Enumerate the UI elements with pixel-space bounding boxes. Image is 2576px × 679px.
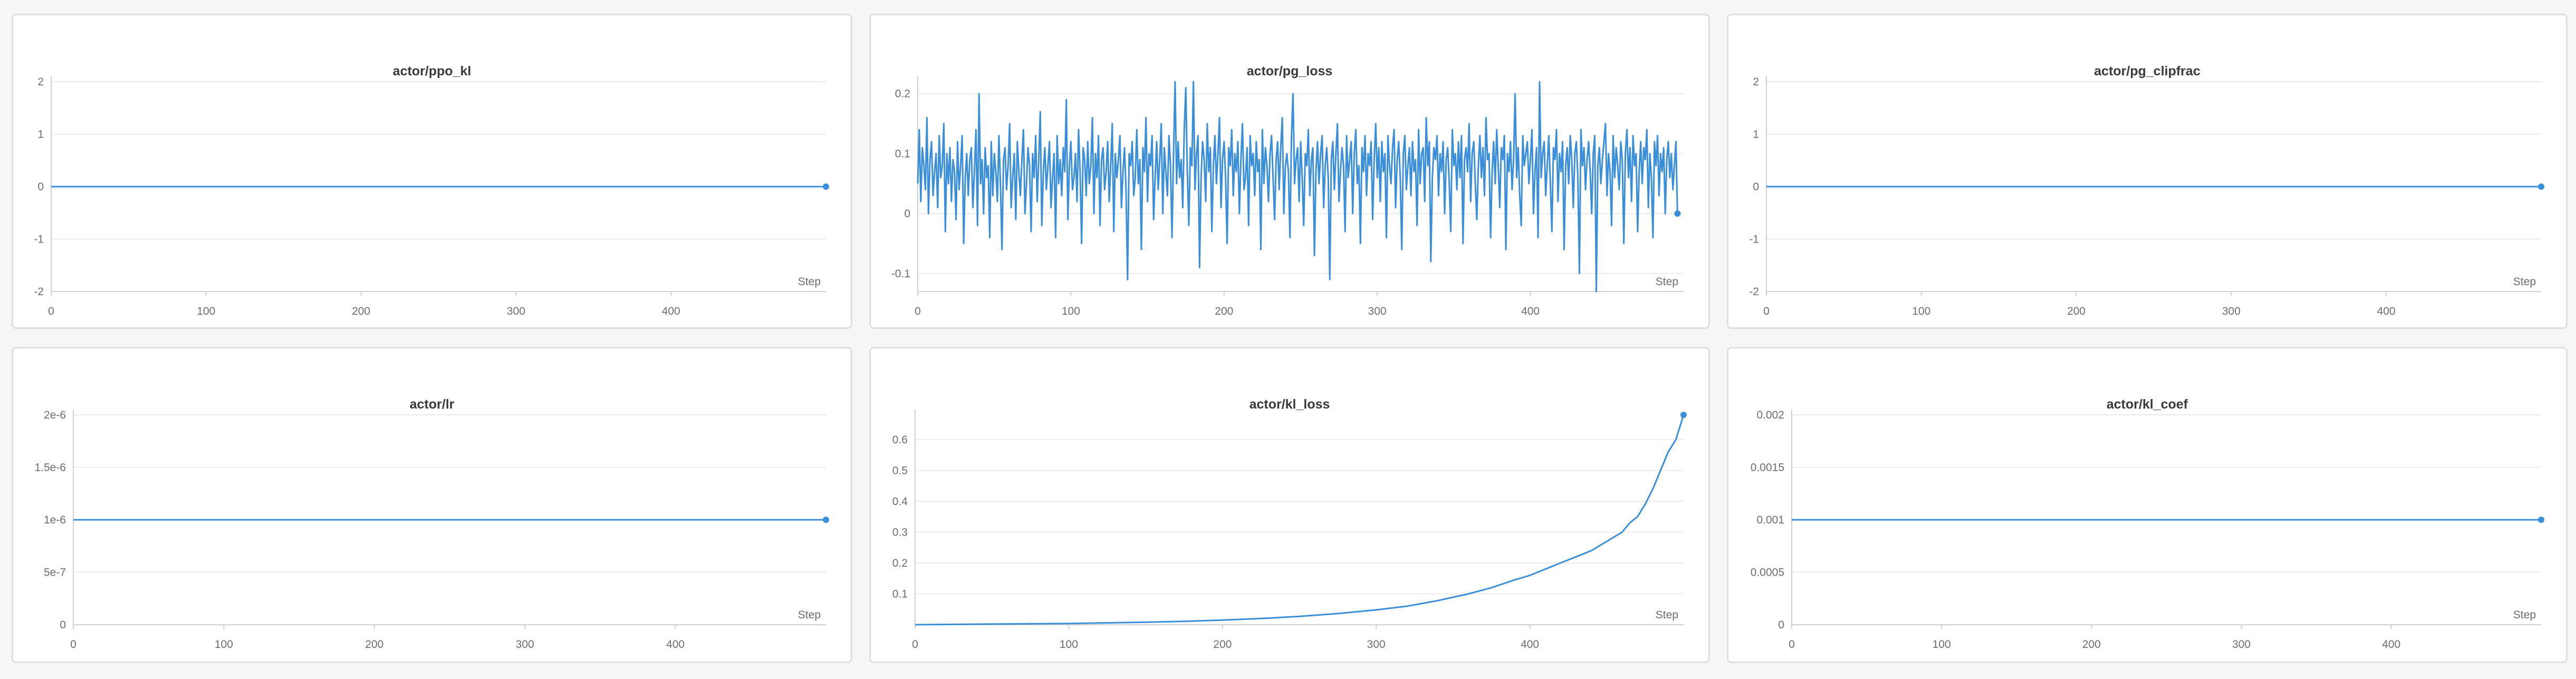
x-tick-label: 0 (1763, 305, 1770, 317)
y-tick-label: 0.4 (892, 496, 908, 508)
chart-panel-kl-loss[interactable]: actor/kl_loss 0.6 0.5 0.4 0.3 0.2 0.1 0 100 200 3… (869, 347, 1710, 663)
y-tick-label: 0.2 (892, 557, 908, 569)
y-tick-label: 0.6 (892, 434, 908, 446)
y-tick-label: 2e-6 (44, 409, 66, 421)
x-axis-label: Step (2513, 276, 2536, 288)
series-end-point (823, 183, 829, 190)
x-tick-label: 400 (1521, 638, 1539, 651)
x-tick-label: 300 (1367, 638, 1386, 651)
x-tick-label: 100 (215, 638, 233, 651)
x-tick-label: 100 (1912, 305, 1930, 317)
x-axis-label: Step (798, 609, 821, 621)
x-axis-label: Step (2513, 609, 2536, 621)
y-tick-label: 0 (1753, 181, 1759, 193)
y-tick-label: 0.0015 (1751, 462, 1784, 474)
x-tick-label: 200 (2082, 638, 2101, 651)
y-tick-label: -2 (34, 286, 44, 298)
chart-panel-lr[interactable]: actor/lr 2e-6 1.5e-6 1e-6 5e-7 0 0 100 200 300 40… (12, 347, 852, 663)
x-tick-label: 200 (365, 638, 383, 651)
x-tick-label: 300 (2232, 638, 2251, 651)
y-tick-label: 2 (1753, 76, 1759, 88)
series-end-point (823, 517, 829, 523)
chart-svg: 0.6 0.5 0.4 0.3 0.2 0.1 0 100 200 300 400 Step (892, 410, 1687, 651)
y-tick-label: 5e-7 (44, 567, 66, 579)
x-tick-label: 100 (1060, 638, 1078, 651)
series-end-point (2538, 517, 2544, 523)
y-tick-label: -1 (1749, 234, 1759, 246)
x-axis-label: Step (1656, 276, 1678, 288)
y-tick-label: 0.2 (895, 88, 910, 100)
chart-panel-ppo-kl[interactable]: actor/ppo_kl 2 1 0 -1 -2 0 100 200 300 400 Step (12, 14, 852, 329)
y-tick-label: 0 (904, 208, 910, 220)
chart-panel-pg-clipfrac[interactable]: actor/pg_clipfrac 2 1 0 -1 -2 0 100 200 300 400 St… (1727, 14, 2568, 329)
y-tick-label: 0 (37, 181, 44, 193)
x-tick-label: 100 (1933, 638, 1951, 651)
x-tick-label: 0 (48, 305, 54, 317)
chart-svg: 2e-6 1.5e-6 1e-6 5e-7 00 100 200 300 400 Step (34, 409, 829, 651)
x-tick-label: 400 (2377, 305, 2396, 317)
chart-svg: 0.002 0.0015 0.001 0.0005 00 100 200 300 400 Step (1751, 409, 2544, 651)
x-tick-label: 300 (1368, 305, 1387, 317)
chart-title: actor/lr (409, 397, 455, 412)
x-tick-label: 300 (2222, 305, 2241, 317)
x-tick-label: 200 (352, 305, 370, 317)
x-tick-label: 0 (915, 305, 921, 317)
series-end-point (1680, 412, 1687, 418)
chart-panel-kl-coef[interactable]: actor/kl_coef 0.002 0.0015 0.001 0.0005 0 0 10… (1727, 347, 2568, 663)
y-tick-label: -2 (1749, 286, 1759, 298)
series-line (917, 81, 1678, 293)
x-tick-label: 100 (1062, 305, 1080, 317)
y-tick-label: -1 (34, 234, 44, 246)
y-tick-label: 0.001 (1756, 514, 1784, 526)
x-tick-label: 400 (666, 638, 685, 651)
chart-title: actor/kl_coef (2106, 397, 2188, 412)
y-tick-label: 1.5e-6 (34, 462, 66, 474)
y-tick-label: 2 (37, 76, 44, 88)
y-tick-label: 0.3 (892, 526, 908, 538)
x-tick-label: 400 (1521, 305, 1540, 317)
y-tick-label: 0 (60, 619, 66, 631)
y-tick-label: 1 (37, 129, 44, 141)
y-tick-label: 0.1 (892, 588, 908, 600)
chart-title: actor/kl_loss (1249, 397, 1330, 412)
chart-svg: 2 1 0 -1 -2 0 100 200 300 400 Step (34, 76, 829, 317)
x-tick-label: 200 (1213, 638, 1232, 651)
x-tick-label: 100 (197, 305, 215, 317)
y-tick-label: 1e-6 (44, 514, 66, 526)
series-line (915, 414, 1685, 626)
chart-svg: 2 1 0 -1 -2 0 100 200 300 400 Step (1749, 76, 2544, 317)
y-tick-label: 1 (1753, 129, 1759, 141)
chart-title: actor/pg_loss (1246, 64, 1333, 79)
y-tick-label: 0.1 (895, 148, 910, 160)
x-tick-label: 300 (516, 638, 534, 651)
x-tick-label: 0 (1789, 638, 1795, 651)
y-tick-label: -0.1 (891, 268, 910, 280)
x-tick-label: 400 (2382, 638, 2400, 651)
x-tick-label: 300 (507, 305, 525, 317)
y-tick-label: 0.5 (892, 464, 908, 477)
y-tick-label: 0 (1778, 619, 1784, 631)
x-tick-label: 0 (912, 638, 918, 651)
chart-panel-pg-loss[interactable]: actor/pg_loss 0.2 0.1 0 -0.1 0 100 200 300 400 St… (869, 14, 1710, 329)
x-axis-label: Step (798, 276, 821, 288)
x-tick-label: 0 (70, 638, 76, 651)
series-end-point (2538, 183, 2544, 190)
chart-svg: 0.2 0.1 0 -0.1 0 100 200 300 400 Step (891, 76, 1684, 317)
y-tick-label: 0.002 (1756, 409, 1784, 421)
x-tick-label: 200 (1215, 305, 1233, 317)
series-end-point (1674, 210, 1681, 217)
y-tick-label: 0.0005 (1751, 567, 1784, 579)
x-tick-label: 200 (2067, 305, 2085, 317)
x-tick-label: 400 (662, 305, 680, 317)
x-axis-label: Step (1656, 609, 1678, 621)
chart-title: actor/ppo_kl (392, 64, 472, 79)
chart-title: actor/pg_clipfrac (2094, 64, 2200, 79)
